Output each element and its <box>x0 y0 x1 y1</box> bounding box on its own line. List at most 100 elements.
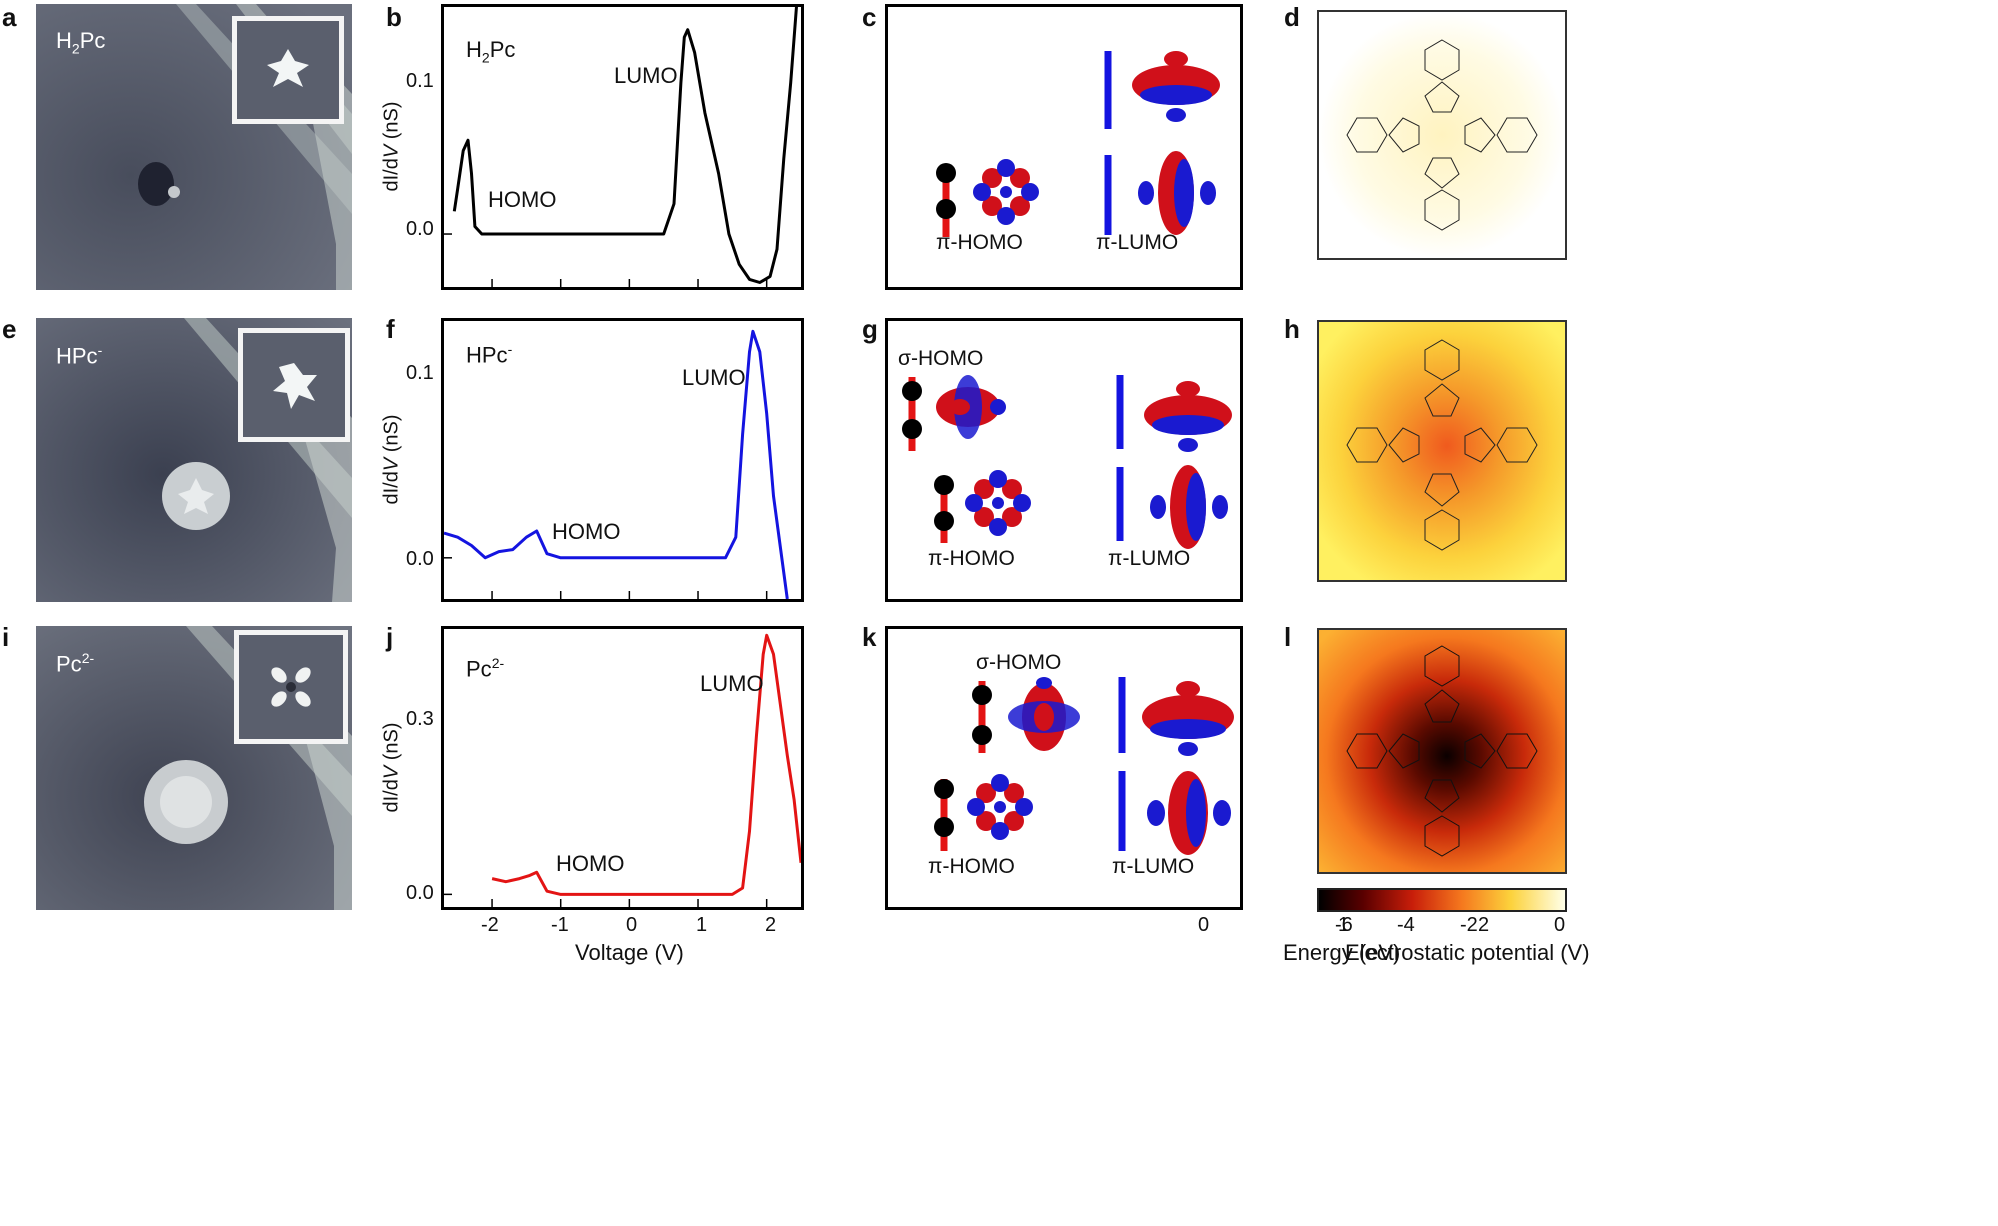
panel-letter-c: c <box>862 2 877 32</box>
ytick-j-1: 0.0 <box>406 882 434 904</box>
electron-dot <box>972 685 992 705</box>
electron-dot <box>936 163 956 183</box>
plot-molecule-label-j: Pc2- <box>466 655 505 682</box>
plot-molecule-label-f: HPc- <box>466 341 513 368</box>
pi-lumo-orbital-lower-g <box>1150 465 1228 549</box>
ytick-j-0: 0.3 <box>406 708 434 730</box>
lumo-label-j: LUMO <box>700 671 764 696</box>
pi-lumo-label-g: π-LUMO <box>1108 547 1191 570</box>
xtick-energy-1: 1 <box>1338 914 1350 936</box>
plot-molecule-label-b: H2Pc <box>466 37 516 66</box>
xtick-voltage-4: 2 <box>765 914 777 936</box>
panel-letter-h: h <box>1284 314 1300 344</box>
panel-letter-e: e <box>2 314 17 344</box>
panel-letter-b: b <box>386 2 402 32</box>
colorbar-tick-1: -4 <box>1397 914 1415 936</box>
pi-homo-orbital-g <box>965 470 1031 536</box>
xlabel-voltage: Voltage (V) <box>575 940 684 965</box>
plot-frame-f: HPc- HOMO LUMO <box>441 318 804 602</box>
electron-dot <box>934 817 954 837</box>
molecule-label-e: HPc- <box>56 342 103 369</box>
xtick-energy-2: 2 <box>1478 914 1490 936</box>
plot-frame-j: Pc2- HOMO LUMO <box>441 626 804 910</box>
molecule-label-i: Pc2- <box>56 650 95 677</box>
curve-plot-f <box>443 329 789 600</box>
homo-label-f: HOMO <box>552 519 621 544</box>
electron-dot <box>934 511 954 531</box>
xtick-voltage-1: -1 <box>551 914 569 936</box>
ylabel-b: dI/dV (nS) <box>380 101 403 192</box>
pi-lumo-orbital-lower-c <box>1138 151 1216 235</box>
pi-lumo-orbital-lower-k <box>1147 771 1231 855</box>
electron-dot <box>934 779 954 799</box>
electron-dot <box>902 381 922 401</box>
electron-dot <box>972 725 992 745</box>
panel-letter-g: g <box>862 314 878 344</box>
molecule-skeleton-d <box>1346 39 1538 231</box>
pi-homo-label-k: π-HOMO <box>928 855 1015 878</box>
colorbar-label: Electrostatic potential (V) <box>1345 940 1590 965</box>
pi-homo-orbital-c <box>973 159 1039 225</box>
plot-frame-b: H2Pc HOMO LUMO <box>441 0 804 290</box>
ytick-b-1: 0.0 <box>406 218 434 240</box>
molecule-label-a: H2Pc <box>56 28 106 57</box>
xtick-energy-0: 0 <box>1198 914 1210 936</box>
curve-plot-b <box>444 0 799 287</box>
xtick-voltage-0: -2 <box>481 914 499 936</box>
pi-lumo-orbital-upper-k <box>1142 681 1234 756</box>
spectrum-line-f <box>443 329 789 600</box>
potential-map-h <box>1317 320 1567 582</box>
panel-letter-k: k <box>862 622 877 652</box>
sigma-homo-label-g: σ-HOMO <box>898 347 984 370</box>
potential-map-l <box>1317 628 1567 874</box>
electron-dot <box>902 419 922 439</box>
curve-plot-j <box>444 633 803 907</box>
inset-image-e <box>238 328 350 442</box>
xtick-voltage-2: 0 <box>626 914 638 936</box>
panel-letter-a: a <box>2 2 17 32</box>
lumo-label-b: LUMO <box>614 63 678 88</box>
homo-label-j: HOMO <box>556 851 625 876</box>
pi-lumo-label-k: π-LUMO <box>1112 855 1195 878</box>
stm-image-e: HPc- <box>36 318 352 602</box>
colorbar-tick-3: 0 <box>1554 914 1566 936</box>
orbital-diagram-g: σ-HOMO π-HOMO π-LUMO <box>885 318 1243 602</box>
pi-homo-label-g: π-HOMO <box>928 547 1015 570</box>
xtick-voltage-3: 1 <box>696 914 708 936</box>
homo-label-b: HOMO <box>488 187 557 212</box>
molecule-skeleton-l <box>1346 645 1538 857</box>
spectrum-line-j <box>491 633 803 896</box>
xlabel-energy: Energy (eV) <box>1283 940 1401 965</box>
orbital-diagram-k: σ-HOMO π-HOMO π-LUMO <box>885 626 1243 910</box>
sigma-homo-label-k: σ-HOMO <box>976 651 1062 674</box>
inset-image-a <box>232 16 344 124</box>
panel-letter-i: i <box>2 622 10 652</box>
pi-lumo-orbital-upper-g <box>1144 381 1232 452</box>
ylabel-f: dI/dV (nS) <box>380 414 403 505</box>
panel-letter-f: f <box>386 314 395 344</box>
sigma-homo-orbital-k <box>1008 677 1080 751</box>
sigma-homo-orbital-g <box>936 375 1006 439</box>
electron-dot <box>934 475 954 495</box>
orbital-graphics-g <box>902 375 1232 549</box>
ytick-f-1: 0.0 <box>406 548 434 570</box>
molecule-skeleton-h <box>1346 339 1538 551</box>
panel-letter-d: d <box>1284 2 1300 32</box>
ytick-f-0: 0.1 <box>406 362 434 384</box>
pi-homo-orbital-k <box>967 774 1033 840</box>
orbital-graphics-k <box>934 677 1234 855</box>
orbital-graphics-c <box>936 51 1220 237</box>
panel-letter-l: l <box>1284 622 1292 652</box>
colorbar-tick-0: -6 <box>1335 914 1353 936</box>
stm-image-i: Pc2- <box>36 626 352 910</box>
colorbar-tick-2: -2 <box>1460 914 1478 936</box>
lumo-label-f: LUMO <box>682 365 746 390</box>
ylabel-j: dI/dV (nS) <box>380 722 403 813</box>
pi-lumo-label-c: π-LUMO <box>1096 231 1179 254</box>
inset-image-i <box>234 630 348 744</box>
electron-dot <box>936 199 956 219</box>
pi-homo-label-c: π-HOMO <box>936 231 1023 254</box>
potential-map-d <box>1317 10 1567 260</box>
stm-image-a: H2Pc <box>36 4 352 290</box>
spectrum-line-b <box>452 0 799 284</box>
